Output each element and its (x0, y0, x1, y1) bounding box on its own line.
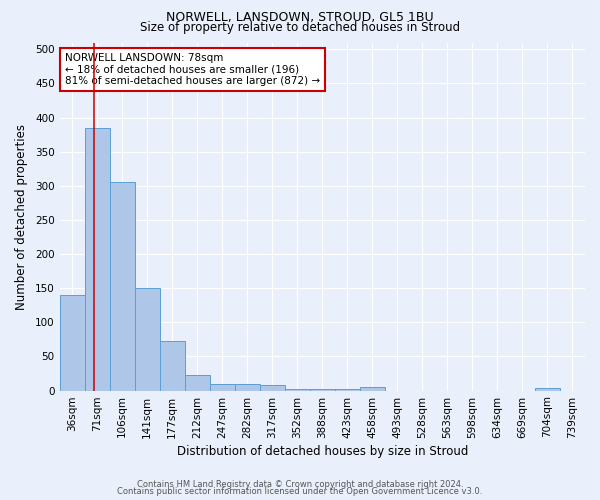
X-axis label: Distribution of detached houses by size in Stroud: Distribution of detached houses by size … (176, 444, 468, 458)
Bar (335, 388, 360, 390)
Bar (209, 384, 235, 390)
Text: Size of property relative to detached houses in Stroud: Size of property relative to detached ho… (140, 21, 460, 34)
Bar (185, 375, 209, 390)
Text: Contains public sector information licensed under the Open Government Licence v3: Contains public sector information licen… (118, 487, 482, 496)
Text: Contains HM Land Registry data © Crown copyright and database right 2024.: Contains HM Land Registry data © Crown c… (137, 480, 463, 489)
Text: NORWELL, LANSDOWN, STROUD, GL5 1BU: NORWELL, LANSDOWN, STROUD, GL5 1BU (166, 11, 434, 24)
Y-axis label: Number of detached properties: Number of detached properties (15, 124, 28, 310)
Bar (59, 295, 85, 390)
Bar (310, 388, 335, 390)
Bar (134, 288, 160, 390)
Bar (160, 342, 185, 390)
Bar (85, 128, 110, 390)
Bar (260, 385, 285, 390)
Bar (235, 384, 260, 390)
Bar (285, 388, 310, 390)
Bar (535, 388, 560, 390)
Bar (360, 387, 385, 390)
Bar (110, 182, 134, 390)
Text: NORWELL LANSDOWN: 78sqm
← 18% of detached houses are smaller (196)
81% of semi-d: NORWELL LANSDOWN: 78sqm ← 18% of detache… (65, 53, 320, 86)
